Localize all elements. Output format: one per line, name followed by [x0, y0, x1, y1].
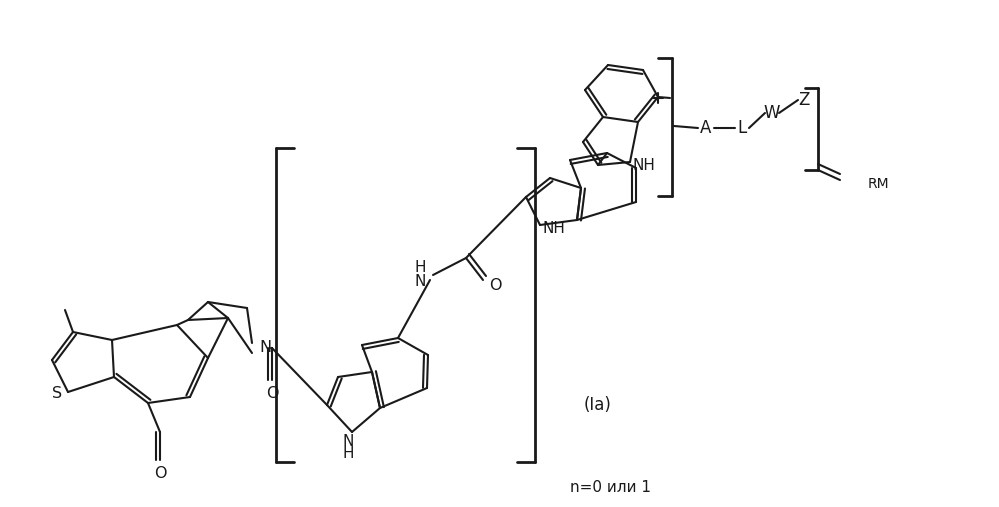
- Text: (Ia): (Ia): [584, 396, 612, 414]
- Text: O: O: [266, 386, 279, 402]
- Text: H: H: [343, 447, 354, 461]
- Text: L: L: [737, 119, 746, 137]
- Text: NH: NH: [632, 158, 655, 172]
- Text: O: O: [154, 466, 166, 482]
- Text: W: W: [764, 104, 780, 122]
- Text: NH: NH: [542, 221, 565, 235]
- Text: H: H: [415, 260, 426, 274]
- Text: n=0 или 1: n=0 или 1: [570, 480, 651, 494]
- Text: O: O: [489, 277, 501, 293]
- Text: RM: RM: [868, 177, 890, 191]
- Text: N: N: [259, 341, 271, 355]
- Text: Z: Z: [798, 91, 809, 109]
- Text: N: N: [343, 433, 354, 449]
- Text: A: A: [700, 119, 711, 137]
- Text: S: S: [52, 386, 62, 402]
- Text: N: N: [415, 273, 426, 288]
